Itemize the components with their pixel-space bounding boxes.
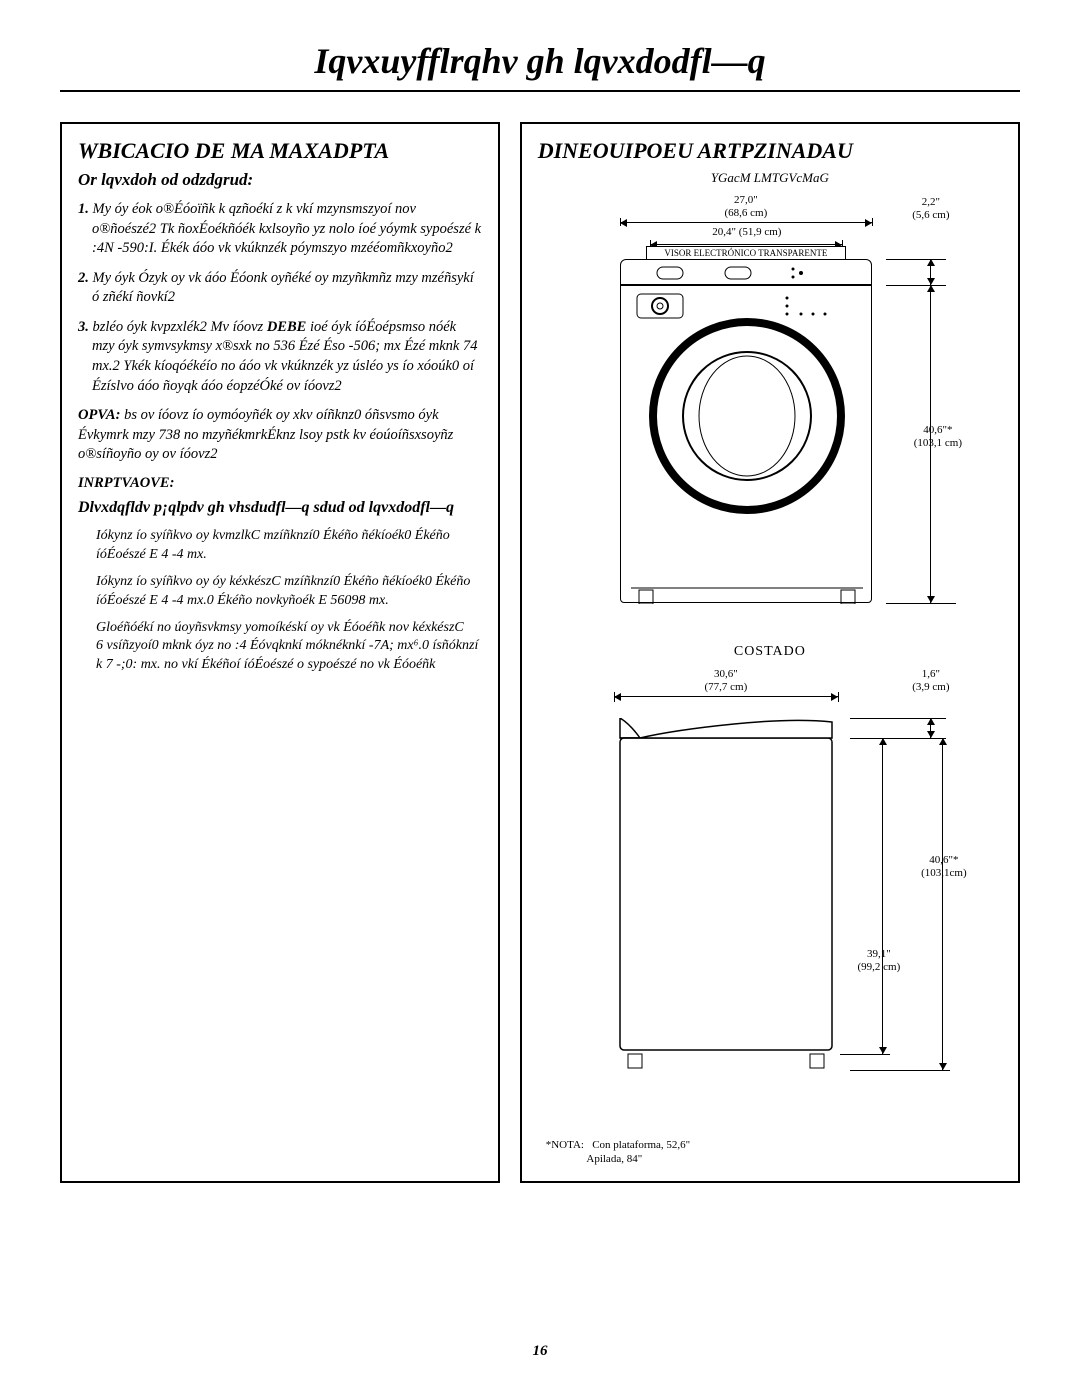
min-dist-heading: Dlvxdqfldv p¡qlpdv gh vhsdudfl—q sdud od… bbox=[78, 498, 482, 517]
tick bbox=[886, 603, 956, 604]
list-num: 1. bbox=[78, 201, 89, 217]
list-num: 3. bbox=[78, 319, 89, 335]
nota-block: OPVA: bs ov íóovz ío oymóoyñék oy xkv oí… bbox=[78, 406, 482, 465]
spec-3: Gloéñóékí no úoyñsvkmsy yomoíkéskí oy vk… bbox=[78, 619, 482, 676]
footnote-label: *NOTA: bbox=[546, 1139, 584, 1151]
dim-204: 20,4" (51,9 cm) bbox=[682, 226, 812, 239]
arrow-204 bbox=[650, 244, 842, 245]
tick bbox=[850, 1070, 950, 1071]
tick bbox=[838, 692, 839, 702]
tick bbox=[614, 692, 615, 702]
left-title: WBICACIO DE MA MAXADPTA bbox=[78, 138, 482, 164]
dim-16: 1,6"(3,9 cm) bbox=[906, 668, 956, 693]
nota-text: bs ov íóovz ío oymóoyñék oy xkv oíñknz0 … bbox=[78, 407, 453, 462]
dim-406s: 40,6"*(103,1cm) bbox=[914, 854, 974, 879]
dim-391: 39,1"(99,2 cm) bbox=[852, 948, 906, 973]
dim-406: 40,6"*(103,1 cm) bbox=[906, 424, 970, 449]
title-rule bbox=[60, 90, 1020, 92]
washer-front-svg bbox=[621, 286, 873, 604]
spec-2: Iókynz ío syíñkvo oy óy kéxkészC mzíñknz… bbox=[78, 573, 482, 611]
list-item-3: 3. bzléo óyk kvpzxlék2 Mv íóovz DEBE ioé… bbox=[78, 318, 482, 396]
list-text: My óyk Ózyk oy vk áóo Éóonk oyñéké oy mz… bbox=[92, 270, 474, 306]
arrow-391 bbox=[882, 738, 883, 1054]
front-header: YGacM LMTGVcMaG bbox=[538, 170, 1002, 186]
page-title: Iqvxuyfflrqhv gh lqvxdodfl—q bbox=[60, 40, 1020, 82]
right-panel: DINEOUIPOEU ARTPZINADAU YGacM LMTGVcMaG … bbox=[520, 122, 1020, 1183]
left-subtitle: Or lqvxdoh od odzdgrud: bbox=[78, 170, 482, 190]
front-diagram: 27,0"(68,6 cm) 2,2"(5,6 cm) 20,4" (51,9 … bbox=[550, 194, 990, 624]
washer-side-svg bbox=[614, 718, 838, 1070]
spec-1: Iókynz ío syíñkvo oy kvmzlkC mzíñknzí0 É… bbox=[78, 527, 482, 565]
left-panel: WBICACIO DE MA MAXADPTA Or lqvxdoh od od… bbox=[60, 122, 500, 1183]
arrow-406s bbox=[942, 738, 943, 1070]
footnote-line1: Con plataforma, 52,6" bbox=[592, 1139, 690, 1151]
list-num: 2. bbox=[78, 270, 89, 286]
tick bbox=[886, 285, 946, 286]
footnote: *NOTA: Con plataforma, 52,6" Apilada, 84… bbox=[538, 1138, 1002, 1167]
dim-27: 27,0"(68,6 cm) bbox=[706, 194, 786, 219]
important-label: INRPTVAOVE: bbox=[78, 475, 482, 492]
list-item-2: 2. My óyk Ózyk oy vk áóo Éóonk oyñéké oy… bbox=[78, 269, 482, 308]
side-diagram: 30,6"(77,7 cm) 1,6"(3,9 cm) bbox=[550, 668, 990, 1118]
tick bbox=[840, 1054, 890, 1055]
tick bbox=[850, 738, 946, 739]
washer-front-body bbox=[620, 285, 872, 603]
washer-top-panel bbox=[620, 259, 872, 285]
arrow-16 bbox=[930, 718, 931, 738]
right-title: DINEOUIPOEU ARTPZINADAU bbox=[538, 138, 1002, 164]
panel-icons bbox=[621, 260, 873, 286]
dim-306: 30,6"(77,7 cm) bbox=[686, 668, 766, 693]
side-header: COSTADO bbox=[538, 644, 1002, 660]
list-text: bzléo óyk kvpzxlék2 Mv íóovz DEBE ioé óy… bbox=[92, 319, 477, 394]
page-number: 16 bbox=[0, 1343, 1080, 1360]
arrow-306 bbox=[614, 696, 838, 697]
arrow-27 bbox=[620, 222, 872, 223]
content-columns: WBICACIO DE MA MAXADPTA Or lqvxdoh od od… bbox=[60, 122, 1020, 1183]
list-item-1: 1. My óy éok o®Éóoïñk k qzñoékí z k vkí … bbox=[78, 200, 482, 259]
washer-side bbox=[614, 718, 838, 1070]
tick bbox=[886, 259, 946, 260]
list-text: My óy éok o®Éóoïñk k qzñoékí z k vkí mzy… bbox=[92, 201, 481, 256]
arrow-22 bbox=[930, 259, 931, 285]
tick bbox=[620, 218, 621, 226]
nota-label: OPVA: bbox=[78, 407, 120, 423]
tick bbox=[872, 218, 873, 226]
dim-22: 2,2"(5,6 cm) bbox=[906, 196, 956, 221]
footnote-line2: Apilada, 84" bbox=[586, 1153, 642, 1165]
